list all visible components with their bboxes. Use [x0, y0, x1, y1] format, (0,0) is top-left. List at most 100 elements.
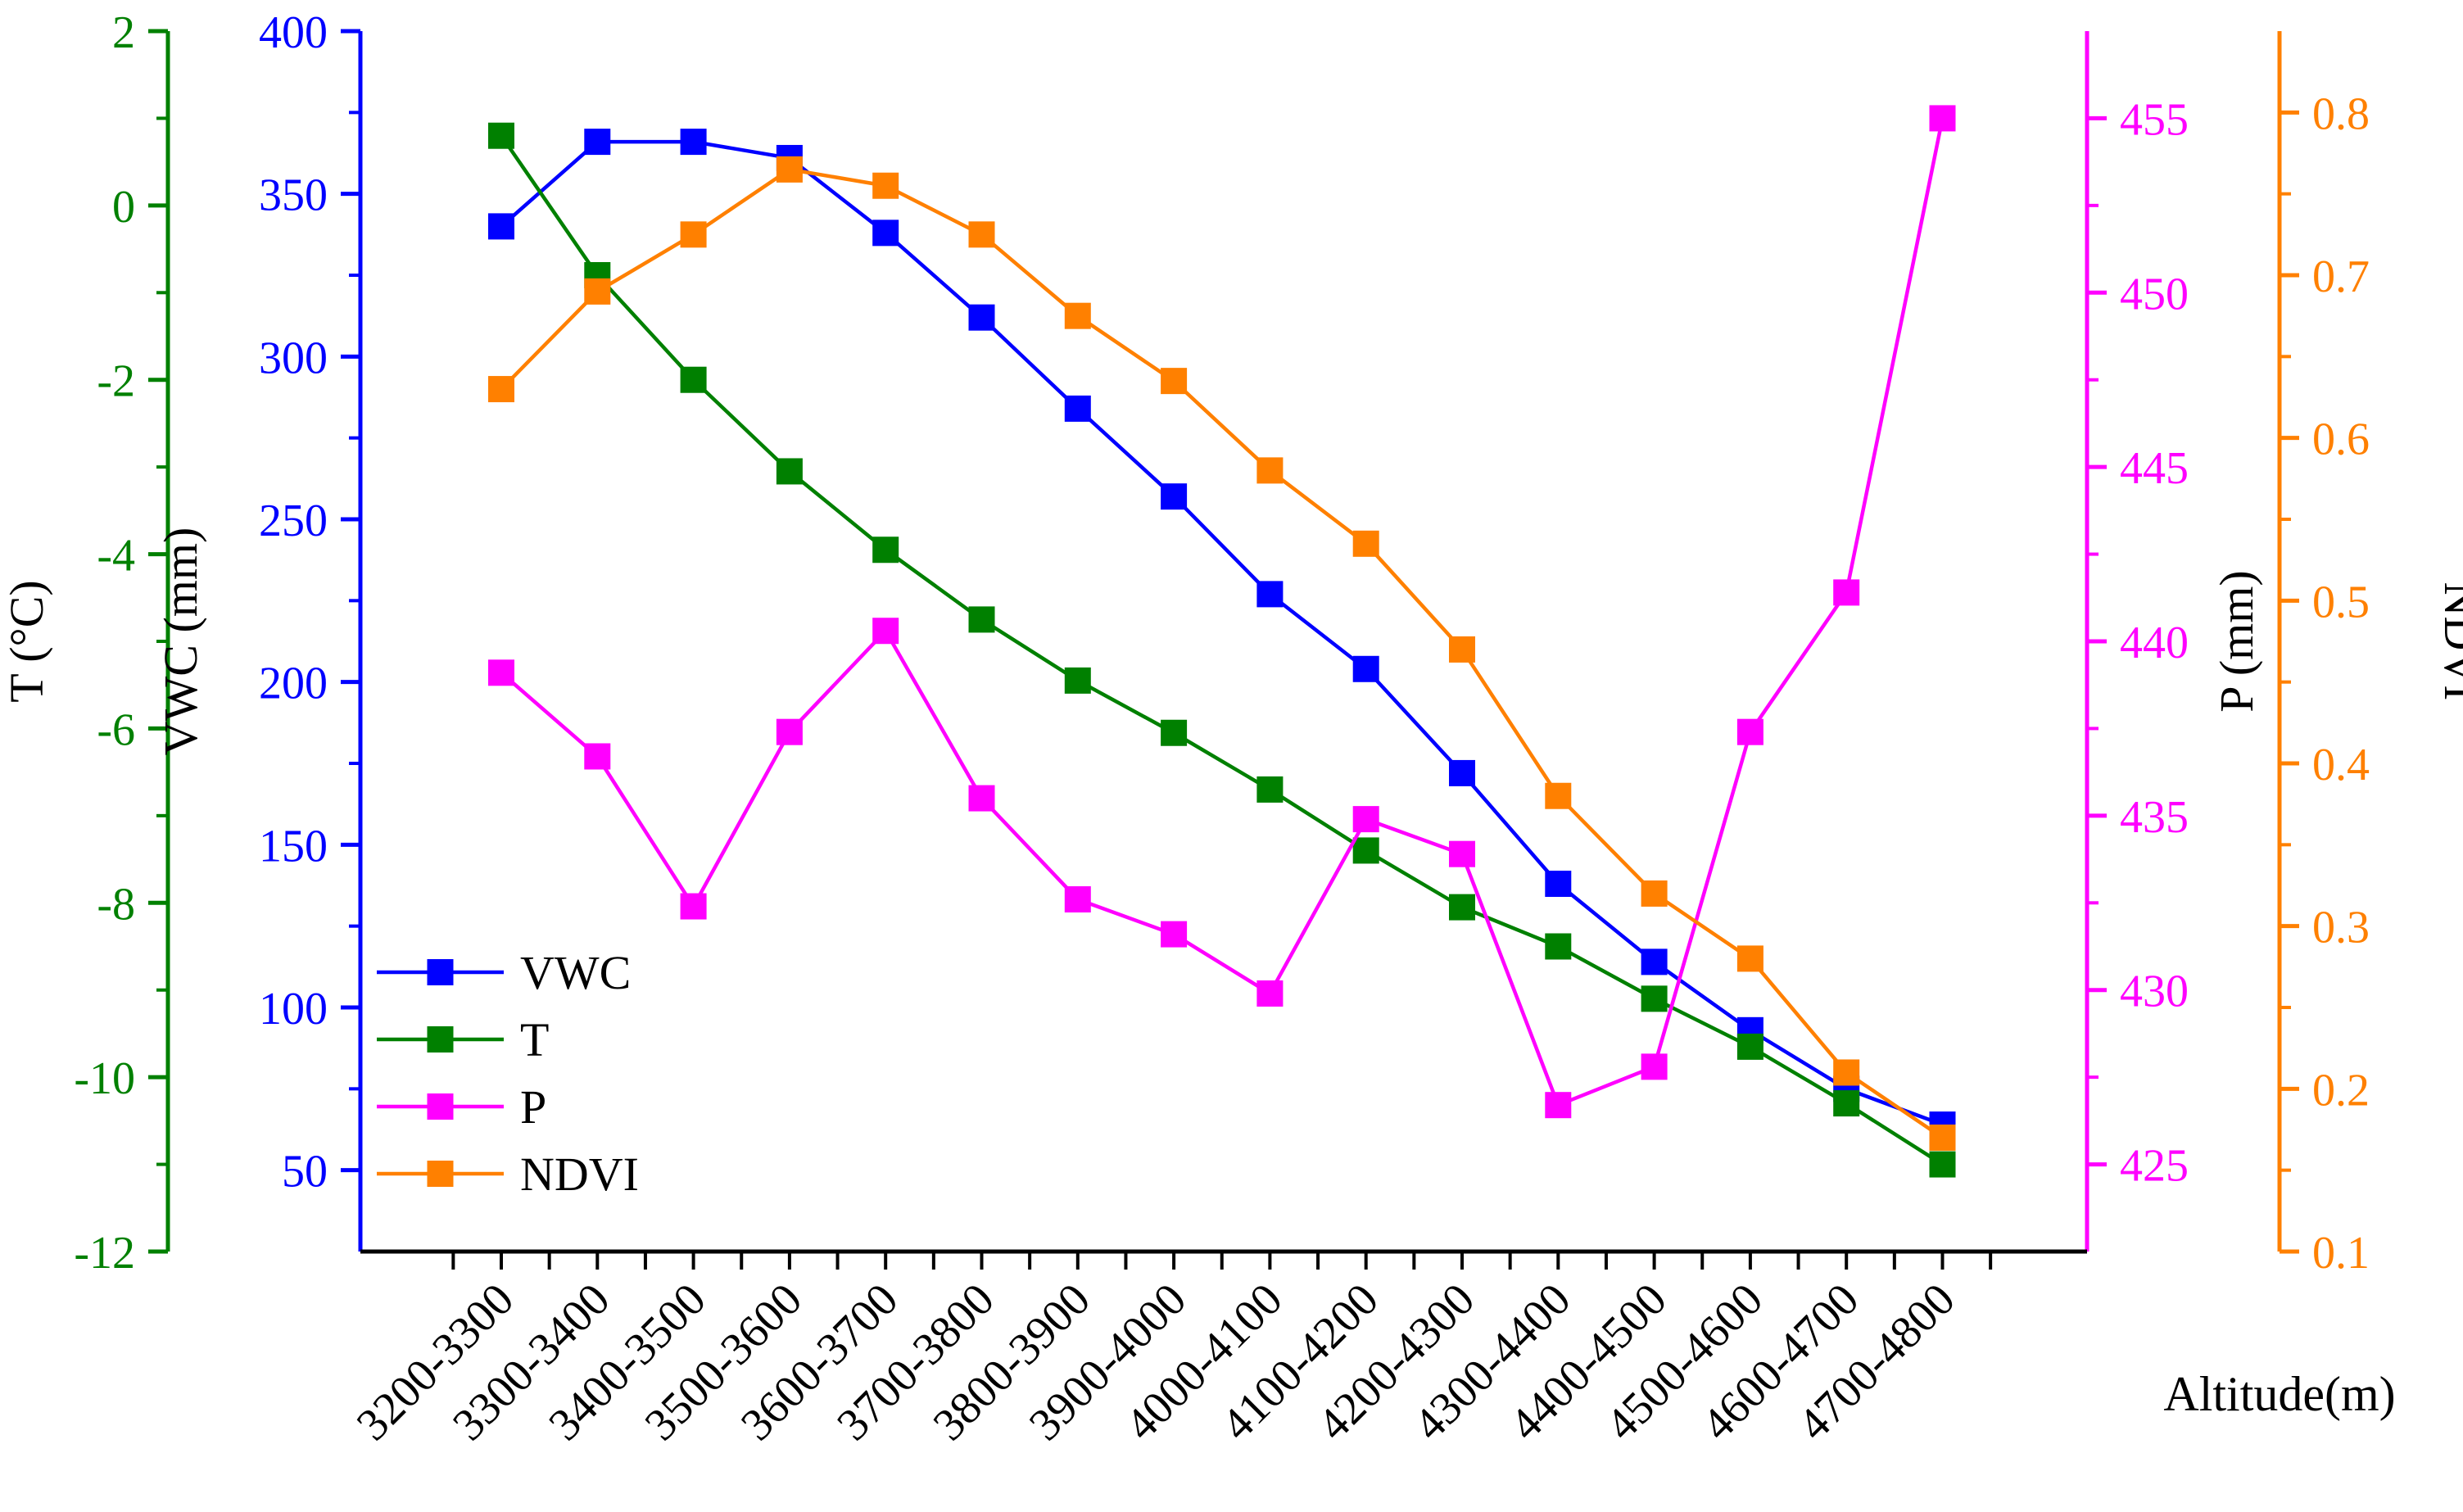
y-axis-title-ndvi: NDVI — [2434, 582, 2463, 701]
data-point-t — [872, 536, 899, 564]
legend-marker-ndvi — [427, 1161, 454, 1187]
y-tick-label-t: -2 — [97, 356, 135, 407]
data-point-ndvi — [1449, 636, 1475, 663]
series-line-p — [500, 117, 1945, 1107]
series-vwc — [488, 129, 1956, 1139]
y-tick-label-ndvi: 0.8 — [2312, 88, 2370, 139]
legend-marker-t — [427, 1026, 454, 1053]
y-tick-label-vwc: 150 — [259, 821, 328, 871]
data-point-vwc — [1256, 581, 1284, 608]
data-point-vwc — [1352, 655, 1379, 682]
data-point-vwc — [1161, 483, 1188, 510]
y-axis-vwc: 50 100 150 200 250 300 350 400 VWC (mm) — [154, 7, 363, 1252]
data-point-p — [680, 893, 707, 920]
axes-layer: -12 -10 -8 -6 -4 -2 0 2 T (°C) 50 100 150 200 250 300 3… — [0, 7, 2463, 1451]
data-point-p — [968, 785, 995, 812]
data-point-p — [776, 718, 803, 745]
data-point-t — [1545, 933, 1572, 960]
data-point-vwc — [1545, 871, 1572, 898]
y-axis-title-vwc: VWC (mm) — [154, 527, 207, 756]
data-point-vwc — [584, 129, 611, 156]
data-point-p — [1545, 1092, 1572, 1119]
legend-entry-t: T — [377, 1013, 549, 1066]
data-point-ndvi — [1929, 1124, 1956, 1151]
data-point-p — [584, 743, 611, 770]
y-axis-p: 425 430 435 440 445 450 455 P (mm) — [2085, 31, 2263, 1252]
y-tick-label-p: 440 — [2120, 618, 2189, 668]
y-tick-label-p: 450 — [2120, 269, 2189, 319]
y-tick-label-ndvi: 0.2 — [2312, 1065, 2370, 1116]
series-line-t — [500, 134, 1944, 1166]
data-point-t — [968, 606, 995, 633]
data-point-ndvi — [584, 278, 611, 305]
y-axis-t: -12 -10 -8 -6 -4 -2 0 2 T (°C) — [0, 7, 170, 1279]
data-point-p — [1929, 105, 1956, 132]
data-point-p — [488, 659, 514, 686]
data-point-p — [1641, 1053, 1668, 1080]
data-point-p — [1161, 921, 1188, 948]
data-point-ndvi — [776, 156, 803, 183]
series-ndvi — [488, 156, 1956, 1151]
legend-label-t: T — [520, 1013, 549, 1066]
data-point-vwc — [1449, 759, 1475, 786]
data-point-vwc — [680, 129, 707, 156]
data-point-ndvi — [680, 221, 707, 248]
data-point-t — [1449, 894, 1475, 921]
data-point-vwc — [872, 220, 899, 247]
y-tick-label-p: 455 — [2120, 94, 2189, 145]
series-t — [488, 122, 1956, 1178]
data-point-vwc — [488, 213, 514, 240]
data-point-ndvi — [1641, 880, 1668, 907]
legend-entry-ndvi: NDVI — [377, 1148, 639, 1201]
y-axis-ndvi: 0.1 0.2 0.3 0.4 0.5 0.6 0.7 0.8 NDVI — [2277, 31, 2463, 1279]
y-tick-label-t: -6 — [97, 704, 135, 755]
data-point-t — [1064, 667, 1091, 694]
legend-entry-p: P — [377, 1080, 546, 1134]
y-tick-label-t: -12 — [74, 1228, 135, 1279]
y-tick-label-ndvi: 0.7 — [2312, 251, 2370, 302]
series-p — [488, 105, 1956, 1119]
y-tick-label-vwc: 200 — [259, 659, 328, 709]
data-point-p — [1833, 579, 1860, 606]
x-axis-title: Altitude(m) — [2163, 1367, 2395, 1421]
data-point-vwc — [1064, 395, 1091, 422]
data-point-p — [872, 618, 899, 645]
y-tick-label-ndvi: 0.5 — [2312, 577, 2370, 627]
y-tick-label-t: -4 — [97, 531, 135, 582]
y-tick-label-t: -8 — [97, 879, 135, 930]
series-layer — [488, 105, 1956, 1178]
y-tick-label-t: 0 — [112, 182, 135, 233]
y-axis-title-t: T (°C) — [0, 580, 53, 702]
data-point-p — [1736, 718, 1763, 745]
y-tick-label-p: 430 — [2120, 967, 2189, 1017]
y-tick-label-vwc: 300 — [259, 333, 328, 383]
y-tick-label-t: 2 — [112, 7, 135, 58]
y-tick-label-vwc: 350 — [259, 170, 328, 221]
y-axis-title-p: P (mm) — [2210, 570, 2263, 712]
y-tick-label-ndvi: 0.4 — [2312, 740, 2370, 790]
data-point-ndvi — [1256, 457, 1284, 484]
x-axis: 3200-33003300-34003400-35003500-36003600… — [347, 1249, 2396, 1451]
legend-marker-p — [427, 1093, 454, 1120]
data-point-p — [1256, 980, 1284, 1007]
data-point-t — [488, 122, 514, 149]
data-point-ndvi — [1352, 530, 1379, 557]
data-point-p — [1064, 886, 1091, 913]
data-point-ndvi — [1833, 1059, 1860, 1086]
series-line-ndvi — [500, 167, 1944, 1139]
data-point-ndvi — [968, 221, 995, 248]
data-point-t — [776, 458, 803, 485]
data-point-t — [1256, 776, 1284, 803]
data-point-ndvi — [1736, 945, 1763, 972]
legend-entry-vwc: VWC — [377, 946, 631, 999]
data-point-t — [1641, 985, 1668, 1012]
y-tick-label-vwc: 50 — [282, 1147, 328, 1197]
y-tick-label-p: 435 — [2120, 792, 2189, 843]
legend-label-vwc: VWC — [520, 946, 631, 999]
y-tick-label-ndvi: 0.1 — [2312, 1228, 2370, 1279]
y-tick-label-ndvi: 0.3 — [2312, 903, 2370, 953]
legend-marker-vwc — [427, 959, 454, 985]
data-point-ndvi — [1064, 302, 1091, 329]
y-tick-label-vwc: 100 — [259, 984, 328, 1034]
